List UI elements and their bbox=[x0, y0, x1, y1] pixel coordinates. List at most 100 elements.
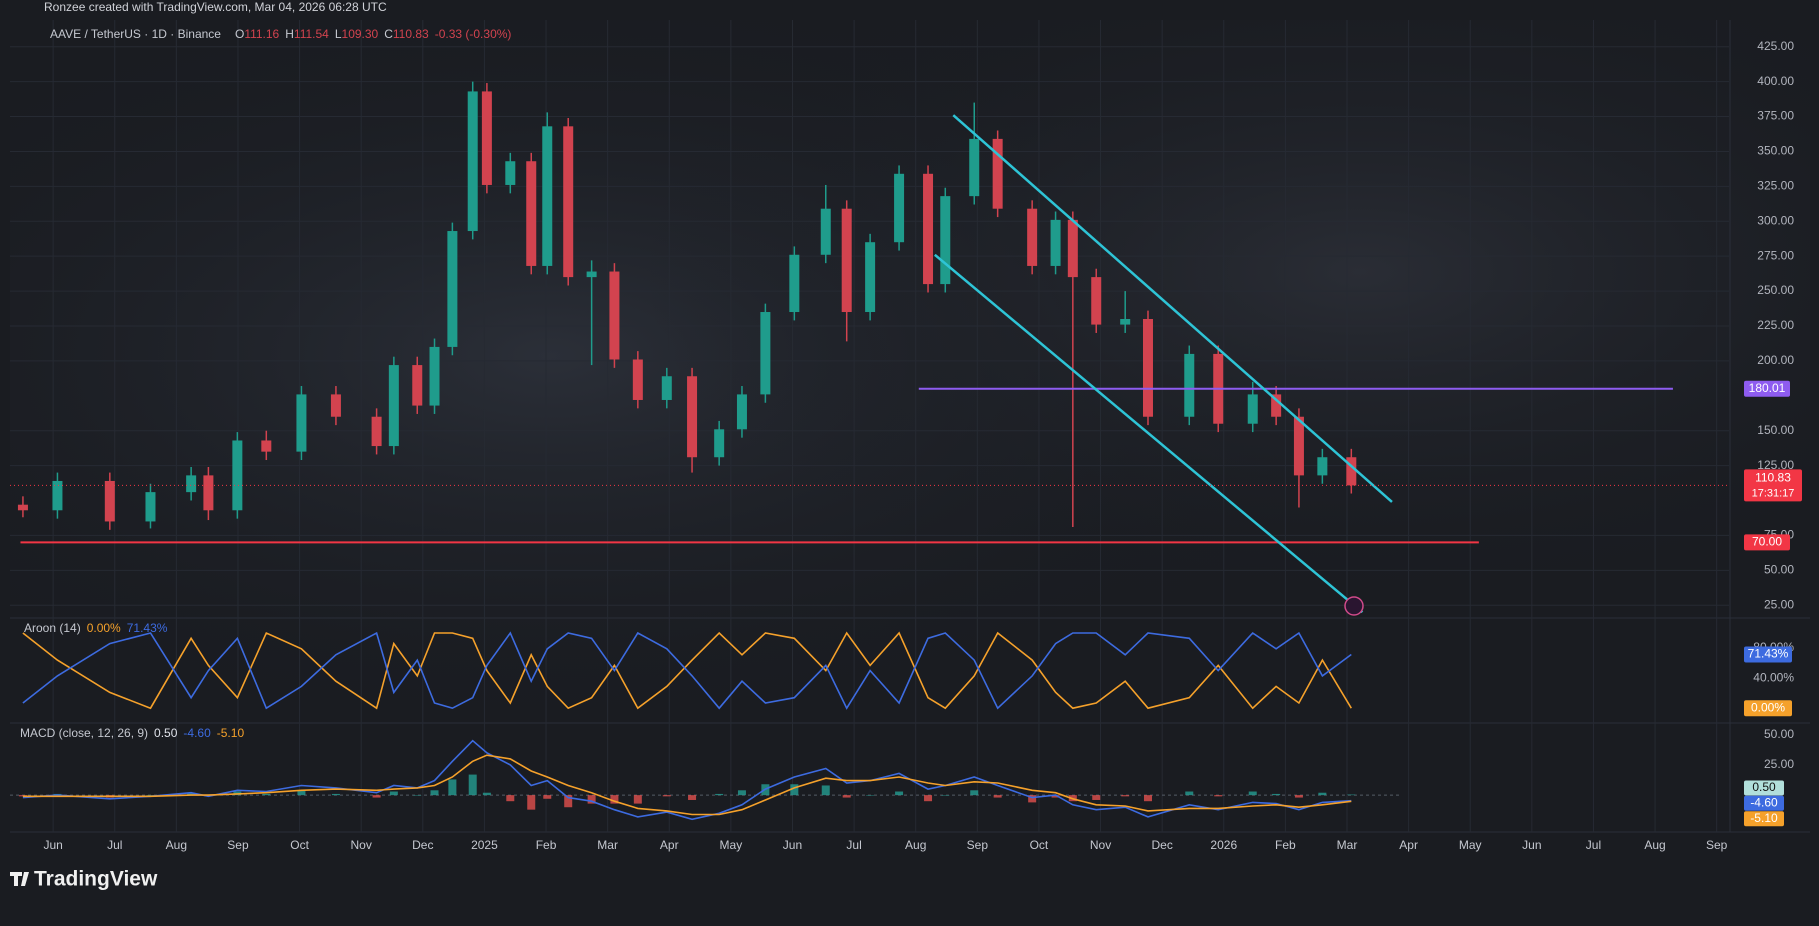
value-label-bg bbox=[1744, 780, 1784, 796]
candle-body bbox=[940, 196, 951, 285]
histogram-bar bbox=[993, 795, 1002, 798]
logo-icon bbox=[10, 872, 29, 886]
candle-body bbox=[1142, 319, 1153, 417]
histogram-bar bbox=[1185, 791, 1194, 796]
x-tick-label: 2026 bbox=[1210, 838, 1237, 852]
candle-body bbox=[687, 376, 698, 458]
x-tick-label: Apr bbox=[1399, 838, 1418, 852]
histogram-bar bbox=[587, 795, 596, 804]
x-tick-label: Sep bbox=[967, 838, 989, 852]
histogram-bar bbox=[564, 795, 573, 808]
candle-body bbox=[447, 231, 458, 347]
candle-body bbox=[820, 208, 831, 255]
candle-body bbox=[736, 394, 747, 430]
alert-icon bbox=[1344, 596, 1364, 616]
histogram-bar bbox=[448, 779, 457, 796]
change: -0.33 (-0.30%) bbox=[435, 27, 512, 41]
histogram-bar bbox=[146, 795, 155, 796]
y-tick-label: 50.00 bbox=[1764, 727, 1794, 741]
value-label-bg bbox=[1744, 795, 1784, 811]
chart-header: AAVE / TetherUS · 1D · Binance O111.16 H11… bbox=[50, 27, 511, 41]
y-tick-label: 275.00 bbox=[1757, 248, 1794, 262]
candle-body bbox=[261, 440, 272, 452]
y-tick-label: 425.00 bbox=[1757, 39, 1794, 53]
candle-body bbox=[412, 365, 423, 406]
candle-body bbox=[992, 138, 1003, 209]
histogram-bar bbox=[543, 795, 552, 799]
candle-body bbox=[894, 173, 905, 243]
candle-body bbox=[232, 440, 243, 511]
histogram-bar bbox=[389, 791, 398, 796]
x-tick-label: Jun bbox=[1522, 838, 1541, 852]
aroon-line bbox=[22, 631, 1352, 710]
histogram-bar bbox=[506, 795, 515, 802]
candle-body bbox=[609, 271, 620, 360]
indicator-value: 0.50 bbox=[154, 726, 178, 740]
indicator-value: 71.43% bbox=[127, 621, 168, 635]
countdown: 17:31:17 bbox=[1752, 487, 1795, 499]
y-tick-label: 25.00 bbox=[1764, 757, 1794, 771]
histogram-bar bbox=[1347, 794, 1356, 796]
x-tick-label: Aug bbox=[1644, 838, 1665, 852]
x-tick-label: Sep bbox=[1706, 838, 1728, 852]
candle-body bbox=[1091, 277, 1102, 325]
histogram-bar bbox=[372, 795, 381, 798]
x-tick-label: Feb bbox=[1275, 838, 1296, 852]
histogram-bar bbox=[715, 793, 724, 796]
histogram-bar bbox=[633, 795, 642, 804]
value-label: 0.50 bbox=[1752, 780, 1776, 794]
histogram-bar bbox=[842, 795, 851, 798]
candle-body bbox=[467, 91, 478, 232]
value-label-bg bbox=[1744, 700, 1792, 717]
candle-body bbox=[865, 242, 876, 313]
indicator-header: MACD (close, 12, 26, 9) 0.50 -4.60 -5.10 bbox=[20, 726, 244, 740]
histogram-bar bbox=[688, 795, 697, 800]
histogram-bar bbox=[662, 795, 671, 797]
candle-body bbox=[586, 271, 597, 278]
candle-body bbox=[104, 480, 115, 522]
candle-body bbox=[563, 126, 574, 278]
y-tick-label: 300.00 bbox=[1757, 213, 1794, 227]
x-tick-label: Mar bbox=[597, 838, 618, 852]
macd-line bbox=[22, 754, 1352, 816]
ohlc-name: L bbox=[335, 27, 342, 41]
candle-body bbox=[371, 416, 382, 447]
histogram-bar bbox=[1294, 795, 1303, 798]
histogram-bar bbox=[262, 793, 271, 796]
candle-body bbox=[789, 254, 800, 313]
cloud bbox=[10, 20, 1810, 860]
histogram-bar bbox=[1272, 793, 1281, 796]
x-tick-label: Jul bbox=[1586, 838, 1601, 852]
chart-title: AAVE / TetherUS · 1D · Binance bbox=[50, 27, 221, 41]
histogram-bar bbox=[895, 791, 904, 796]
x-tick-label: Jun bbox=[783, 838, 802, 852]
histogram-bar bbox=[468, 774, 477, 796]
histogram-bar bbox=[970, 790, 979, 796]
x-tick-label: Apr bbox=[660, 838, 679, 852]
x-tick-label: Nov bbox=[1090, 838, 1111, 852]
x-tick-label: Jul bbox=[846, 838, 861, 852]
x-tick-label: Dec bbox=[1151, 838, 1172, 852]
trend-line bbox=[952, 114, 1393, 503]
x-tick-label: Mar bbox=[1337, 838, 1358, 852]
candle-body bbox=[1346, 457, 1357, 486]
candle-body bbox=[1293, 416, 1304, 476]
candle-body bbox=[542, 126, 553, 266]
histogram-bar bbox=[924, 795, 933, 802]
x-tick-label: Feb bbox=[536, 838, 557, 852]
y-tick-label: 400.00 bbox=[1757, 74, 1794, 88]
candle-body bbox=[1317, 457, 1328, 476]
x-tick-label: May bbox=[1459, 838, 1482, 852]
price-label-bg bbox=[1744, 469, 1802, 502]
y-tick-label: 250.00 bbox=[1757, 283, 1794, 297]
candle-body bbox=[1067, 219, 1078, 278]
x-tick-label: Nov bbox=[351, 838, 372, 852]
indicator-header: Aroon (14) 0.00% 71.43% bbox=[24, 621, 168, 635]
histogram-bar bbox=[482, 792, 491, 796]
indicator-title: Aroon (14) bbox=[24, 621, 81, 635]
indicator-value: -5.10 bbox=[217, 726, 245, 740]
histogram-bar bbox=[331, 793, 340, 796]
x-tick-label: Jun bbox=[43, 838, 62, 852]
y-tick-label: 375.00 bbox=[1757, 109, 1794, 123]
aroon-line bbox=[22, 631, 1352, 710]
